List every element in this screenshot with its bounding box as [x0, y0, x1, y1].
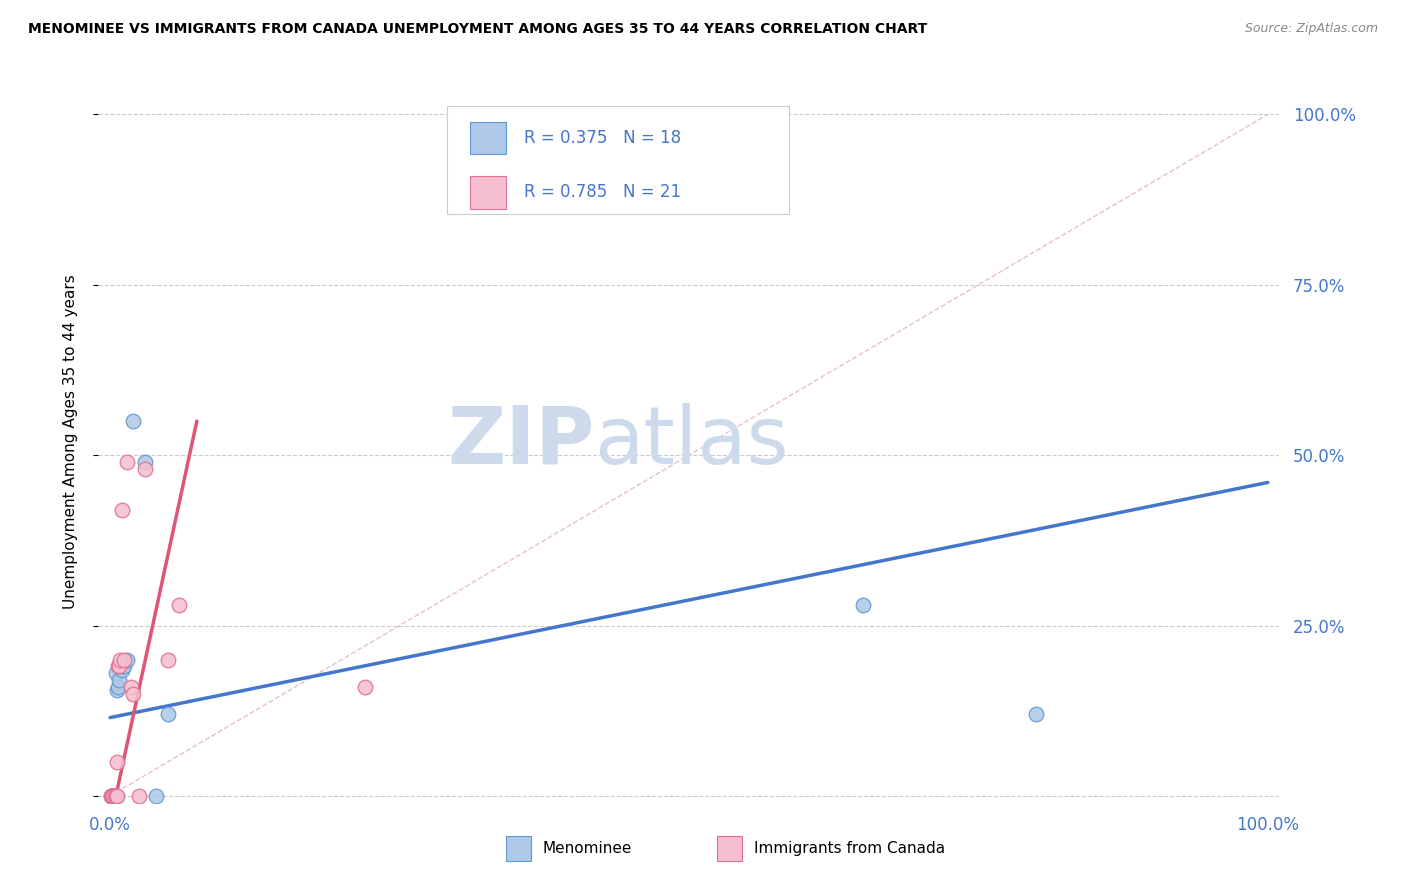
- Point: [104, 789, 127, 803]
- Point: [101, 789, 124, 803]
- FancyBboxPatch shape: [471, 122, 506, 154]
- Point: [1025, 707, 1047, 722]
- FancyBboxPatch shape: [447, 105, 789, 214]
- Point: [117, 653, 139, 667]
- Text: Source: ZipAtlas.com: Source: ZipAtlas.com: [1244, 22, 1378, 36]
- Text: ZIP: ZIP: [447, 402, 595, 481]
- Point: [110, 663, 132, 677]
- Point: [134, 455, 156, 469]
- Point: [353, 680, 375, 694]
- Point: [103, 789, 125, 803]
- Text: Menominee: Menominee: [543, 841, 633, 855]
- Point: [134, 462, 156, 476]
- Y-axis label: Unemployment Among Ages 35 to 44 years: Unemployment Among Ages 35 to 44 years: [63, 274, 77, 609]
- Point: [117, 455, 139, 469]
- Text: R = 0.375   N = 18: R = 0.375 N = 18: [523, 129, 681, 147]
- FancyBboxPatch shape: [471, 176, 506, 209]
- Point: [145, 789, 167, 803]
- Point: [103, 789, 125, 803]
- Text: Immigrants from Canada: Immigrants from Canada: [754, 841, 945, 855]
- Point: [105, 789, 128, 803]
- Point: [108, 659, 131, 673]
- Point: [128, 789, 150, 803]
- Text: R = 0.785   N = 21: R = 0.785 N = 21: [523, 183, 681, 202]
- Point: [107, 680, 129, 694]
- Point: [156, 707, 179, 722]
- Point: [104, 666, 127, 681]
- Point: [120, 680, 142, 694]
- Point: [156, 653, 179, 667]
- Point: [101, 789, 124, 803]
- Text: atlas: atlas: [595, 402, 789, 481]
- Point: [101, 789, 124, 803]
- Point: [103, 789, 125, 803]
- Point: [112, 653, 135, 667]
- Point: [108, 673, 131, 687]
- Point: [107, 659, 129, 673]
- Point: [105, 755, 128, 769]
- Point: [112, 659, 135, 673]
- Point: [104, 789, 127, 803]
- Point: [122, 687, 145, 701]
- Point: [122, 414, 145, 428]
- Point: [100, 789, 122, 803]
- Text: MENOMINEE VS IMMIGRANTS FROM CANADA UNEMPLOYMENT AMONG AGES 35 TO 44 YEARS CORRE: MENOMINEE VS IMMIGRANTS FROM CANADA UNEM…: [28, 22, 928, 37]
- Point: [104, 789, 127, 803]
- Point: [105, 683, 128, 698]
- Point: [110, 502, 132, 516]
- Point: [100, 789, 122, 803]
- Point: [110, 653, 132, 667]
- Point: [169, 598, 191, 612]
- Point: [852, 598, 875, 612]
